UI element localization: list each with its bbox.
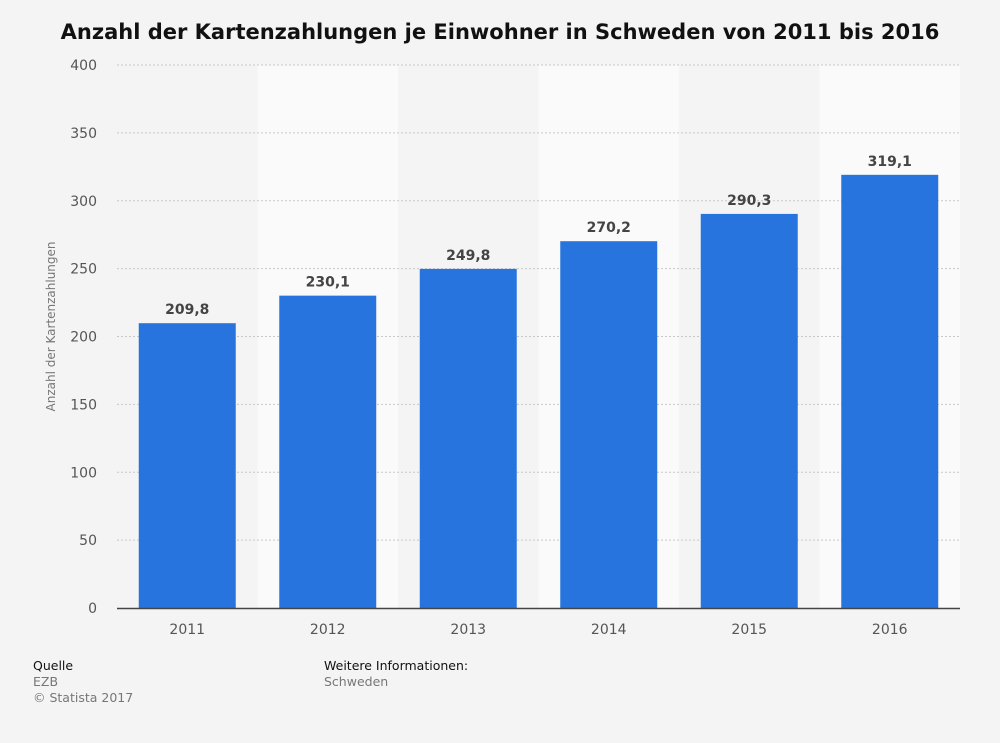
y-axis-ticks: 0 50 100 150 200 250 300 350 400 bbox=[70, 58, 97, 617]
info-text: Schweden bbox=[324, 674, 389, 689]
y-tick-label: 50 bbox=[79, 533, 97, 549]
bar bbox=[841, 174, 939, 608]
y-tick-label: 150 bbox=[70, 397, 97, 413]
info-heading: Weitere Informationen: bbox=[324, 658, 469, 673]
bar-chart: 0 50 100 150 200 250 300 350 400 209,8 230,1 249,8… bbox=[44, 58, 960, 638]
bar bbox=[419, 268, 517, 608]
bars bbox=[138, 174, 939, 609]
y-tick-label: 300 bbox=[70, 194, 97, 210]
x-tick-label: 2014 bbox=[591, 622, 627, 638]
data-labels: 209,8 230,1 249,8 270,2 290,3 319,1 bbox=[165, 154, 912, 318]
x-tick-label: 2011 bbox=[169, 622, 205, 638]
chart-title: Anzahl der Kartenzahlungen je Einwohner … bbox=[60, 20, 940, 44]
bar-value-label: 209,8 bbox=[165, 302, 209, 318]
x-tick-label: 2015 bbox=[731, 622, 767, 638]
bar bbox=[560, 241, 658, 609]
y-axis-label: Anzahl der Kartenzahlungen bbox=[44, 241, 58, 411]
bar-value-label: 249,8 bbox=[446, 248, 490, 264]
source-heading: Quelle bbox=[33, 658, 74, 673]
x-tick-label: 2016 bbox=[872, 622, 908, 638]
bar-value-label: 290,3 bbox=[727, 193, 771, 209]
bar bbox=[279, 295, 377, 608]
x-axis-ticks: 2011 2012 2013 2014 2015 2016 bbox=[169, 622, 907, 638]
info-block: Weitere Informationen: Schweden bbox=[324, 658, 468, 690]
y-tick-label: 100 bbox=[70, 465, 97, 481]
gridlines bbox=[117, 64, 960, 541]
bar-value-label: 319,1 bbox=[868, 154, 912, 170]
copyright: © Statista 2017 bbox=[33, 690, 134, 705]
y-tick-label: 0 bbox=[88, 601, 97, 617]
y-tick-label: 200 bbox=[70, 330, 97, 346]
bar-value-label: 270,2 bbox=[587, 220, 631, 236]
source-name: EZB bbox=[33, 674, 59, 689]
x-tick-label: 2012 bbox=[310, 622, 346, 638]
source-block: Quelle EZB © Statista 2017 bbox=[33, 658, 133, 706]
bar-value-label: 230,1 bbox=[306, 275, 350, 291]
bar bbox=[138, 323, 236, 608]
y-tick-label: 250 bbox=[70, 262, 97, 278]
y-tick-label: 400 bbox=[70, 58, 97, 74]
y-tick-label: 350 bbox=[70, 126, 97, 142]
x-tick-label: 2013 bbox=[450, 622, 486, 638]
bar bbox=[700, 213, 798, 608]
